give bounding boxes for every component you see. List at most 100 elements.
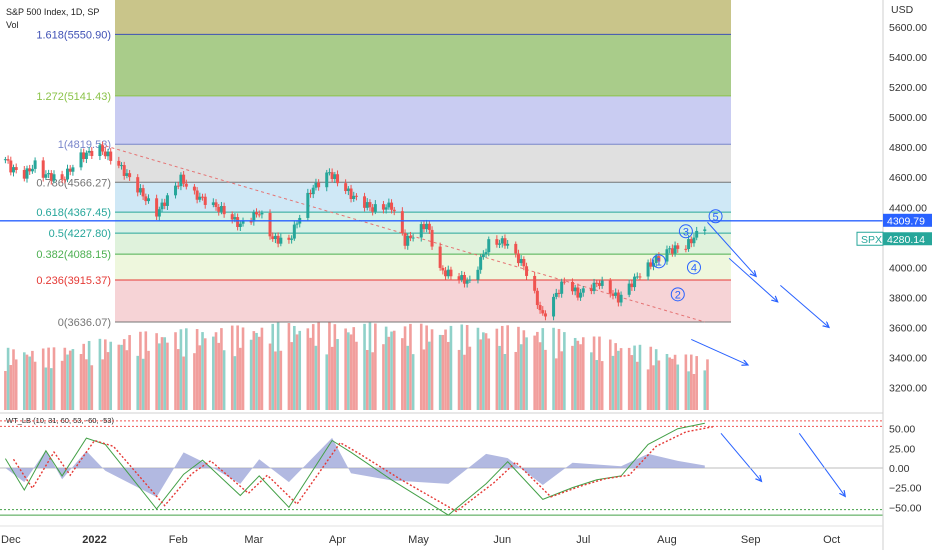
candle-body: [120, 165, 124, 167]
volume-bar: [630, 355, 634, 410]
price-tick-label: 4800.00: [889, 142, 927, 154]
candle-body: [9, 160, 13, 173]
volume-bar: [290, 342, 293, 410]
time-axis[interactable]: Dec 2022 Feb Mar Apr May Jun Jul Aug Sep Oct: [0, 525, 883, 546]
price-tick-label: 4600.00: [889, 172, 927, 184]
volume-bar: [287, 323, 291, 410]
volume-bar: [382, 344, 385, 410]
candle-body: [363, 196, 367, 208]
time-label: Jul: [576, 534, 590, 546]
candle-body: [676, 245, 680, 249]
fib-level-label: 0.786(4566.27): [36, 177, 111, 189]
candle-body: [500, 238, 504, 244]
candle-body: [595, 282, 599, 284]
price-axis[interactable]: USD 3200.00 3400.00 3600.00 3800.00 4000.00 42…: [882, 0, 927, 550]
volume-bar: [349, 334, 353, 410]
candle-body: [182, 174, 186, 184]
volume-bar: [619, 348, 623, 410]
volume-bar: [82, 343, 86, 410]
candle-body: [430, 229, 434, 247]
last-price-tag-bg: [883, 232, 932, 246]
volume-bar: [617, 350, 620, 410]
candle-body: [68, 168, 72, 172]
forecast-arrows[interactable]: [691, 221, 845, 496]
candle-body: [570, 281, 574, 292]
wave-label-3: 3: [683, 226, 689, 238]
osc-histogram: [5, 437, 705, 497]
volume-bar: [573, 337, 577, 410]
volume-bar: [411, 354, 415, 410]
volume-bar: [519, 344, 523, 410]
candle-body: [368, 202, 372, 208]
volume-bar: [214, 332, 218, 410]
candle-body: [241, 221, 245, 224]
volume-bar: [614, 343, 617, 410]
volume-bar: [195, 329, 199, 410]
candle-body: [687, 239, 691, 249]
candle-body: [230, 214, 234, 220]
candle-body: [427, 223, 431, 230]
candle-body: [271, 236, 275, 240]
volume-bar: [230, 325, 234, 410]
candle-body: [311, 187, 315, 195]
candle-body: [392, 209, 396, 212]
volume-bar: [479, 339, 482, 410]
candle-body: [279, 237, 283, 244]
volume-bar: [692, 373, 696, 410]
volume-bar: [252, 331, 256, 410]
volume-bar: [347, 332, 350, 410]
price-tick-label: 3200.00: [889, 382, 927, 394]
fib-zone: [115, 95, 731, 145]
volume-bar: [428, 341, 431, 410]
volume-bars: [4, 321, 709, 410]
forecast-arrow: [798, 432, 845, 496]
candle-body: [333, 174, 337, 179]
volume-bar: [155, 333, 158, 410]
volume-bar: [328, 322, 331, 410]
volume-bar: [476, 327, 480, 410]
volume-bar: [611, 355, 615, 410]
volume-bar: [676, 364, 680, 410]
volume-bar: [68, 350, 72, 410]
volume-bar: [193, 353, 196, 410]
volume-bar: [144, 331, 148, 410]
fib-zone-bottom: [115, 280, 731, 322]
volume-bar: [533, 335, 536, 410]
price-candles: [3, 141, 707, 321]
volume-bar: [544, 349, 547, 410]
volume-bar: [576, 340, 580, 410]
candle-body: [649, 262, 653, 267]
volume-bar: [239, 347, 242, 410]
volume-bar: [646, 369, 650, 410]
candle-body: [211, 202, 215, 205]
volume-bar: [44, 367, 48, 410]
volume-bar: [314, 345, 318, 410]
candle-body: [174, 185, 178, 196]
volume-bar: [444, 329, 447, 410]
volume-bar: [352, 327, 356, 410]
volume-bar: [419, 323, 423, 410]
candle-body: [236, 217, 240, 227]
fib-level-label: 0(3636.07): [58, 317, 111, 329]
volume-bar: [60, 360, 64, 410]
volume-bar: [514, 351, 518, 410]
volume-bar: [120, 344, 123, 410]
time-label: Mar: [244, 534, 263, 546]
volume-bar: [298, 330, 302, 410]
candle-body: [619, 294, 623, 303]
osc-tick-label: −25.00: [889, 483, 922, 495]
fib-level-label: 1(4819.53): [58, 139, 111, 151]
candle-body: [165, 195, 169, 206]
volume-bar: [311, 324, 315, 410]
candle-body: [425, 223, 429, 230]
volume-bar: [158, 343, 161, 410]
volume-bar: [635, 361, 639, 410]
price-tick-label: 3600.00: [889, 322, 927, 334]
fib-zone: [115, 182, 731, 213]
price-tick-label: 5000.00: [889, 112, 927, 124]
candle-body: [141, 188, 145, 197]
volume-bar: [220, 328, 223, 410]
volume-bar: [371, 352, 374, 410]
volume-bar: [333, 324, 337, 410]
